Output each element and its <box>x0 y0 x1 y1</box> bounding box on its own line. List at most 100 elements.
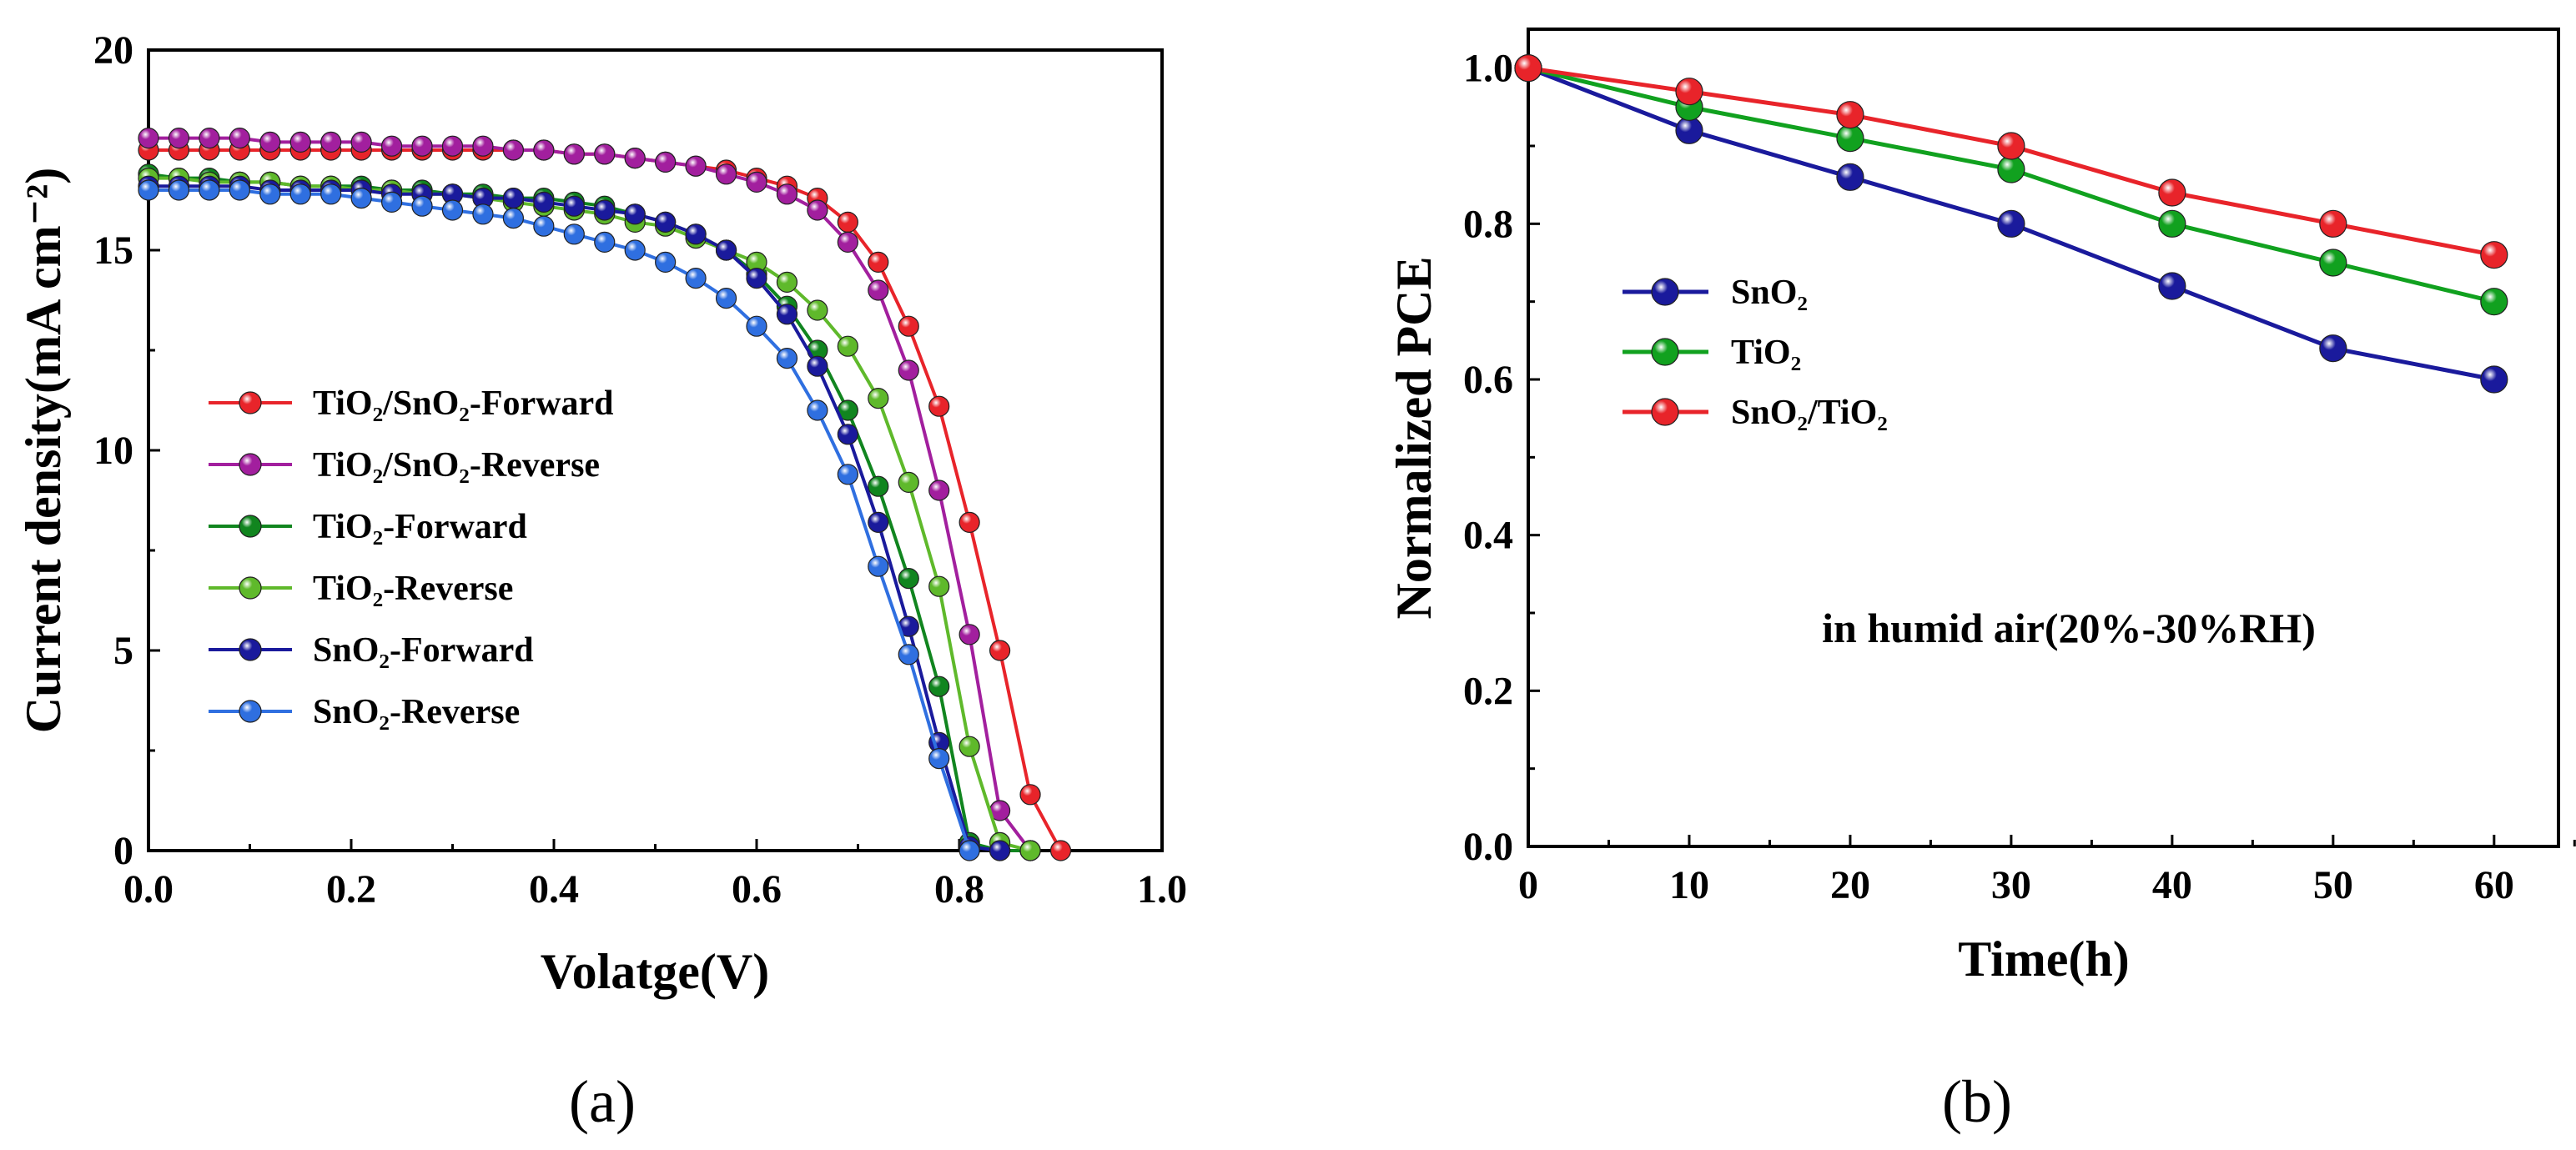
panel-b-series-group <box>1514 54 2508 394</box>
a-data-point <box>472 203 494 225</box>
a-data-point <box>837 424 858 445</box>
a-legend-label: TiO₂/SnO₂-Forward <box>313 384 613 423</box>
a-y-tick-label: 20 <box>93 28 133 73</box>
a-data-point <box>685 268 707 289</box>
a-legend-marker <box>239 453 262 476</box>
a-legend-item: TiO₂-Reverse <box>209 570 513 608</box>
a-data-point <box>928 747 950 770</box>
a-data-point <box>746 171 767 193</box>
a-x-tick-label: 0.8 <box>934 867 984 911</box>
a-data-point <box>776 183 798 205</box>
a-y-tick-label: 10 <box>93 429 133 473</box>
b-y-tick-label: 0.6 <box>1463 358 1513 402</box>
b-data-point <box>1514 54 1542 83</box>
a-data-point <box>350 188 372 209</box>
b-series-sno-tio <box>1514 54 2508 269</box>
a-data-point <box>533 139 555 161</box>
a-data-point <box>746 268 767 289</box>
b-x-tick-label: 40 <box>2152 863 2192 907</box>
b-data-point <box>1675 116 1703 144</box>
b-data-point <box>2158 209 2186 238</box>
a-data-point <box>563 223 585 245</box>
a-data-point <box>958 624 980 645</box>
b-y-tick-label: 0.2 <box>1463 669 1513 713</box>
b-x-tick-label: 50 <box>2313 863 2353 907</box>
b-legend-item: SnO₂ <box>1623 274 1808 312</box>
b-data-point <box>2480 365 2508 394</box>
a-data-point <box>958 840 980 861</box>
panel-b-plot-frame <box>1527 28 2560 848</box>
a-data-point <box>624 203 646 225</box>
panel-b-x-ticks: 0 10 20 30 40 50 60 <box>1518 835 2576 907</box>
a-data-point <box>655 211 677 233</box>
a-data-point <box>715 288 737 309</box>
a-data-point <box>776 271 798 293</box>
b-x-tick-label: 60 <box>2474 863 2514 907</box>
a-x-tick-label: 0.2 <box>326 867 376 911</box>
a-data-point <box>776 348 798 369</box>
a-data-point <box>807 299 828 321</box>
b-data-point <box>1997 209 2025 238</box>
a-data-point <box>381 191 403 213</box>
a-data-point <box>1049 840 1072 861</box>
a-legend-item: TiO₂/SnO₂-Forward <box>209 384 613 423</box>
a-data-point <box>563 195 585 217</box>
b-data-point <box>1997 155 2025 183</box>
b-y-tick-label: 1.0 <box>1463 47 1513 91</box>
a-legend-label: TiO₂-Reverse <box>313 570 513 608</box>
panel-a-y-axis-label: Current density(mA cm⁻²) <box>16 168 71 733</box>
a-data-point <box>138 179 159 201</box>
panel-b-annotation: in humid air(20%-30%RH) <box>1822 605 2316 651</box>
a-data-point <box>868 388 889 409</box>
b-legend-marker <box>1651 278 1679 306</box>
b-legend-marker <box>1651 338 1679 366</box>
b-x-tick-label: 20 <box>1830 863 1870 907</box>
a-legend-label: TiO₂/SnO₂-Reverse <box>313 446 600 485</box>
panel-a-plot-frame <box>147 48 1164 852</box>
panel-b-y-ticks: 0.0 0.2 0.4 0.6 0.8 1.0 <box>1463 47 1540 869</box>
a-data-point <box>776 304 798 325</box>
panel-a-x-ticks: 0.0 0.2 0.4 0.6 0.8 1.0 <box>123 839 1187 911</box>
panel-b-legend: SnO₂ TiO₂ SnO₂/TiO₂ <box>1623 274 1888 432</box>
b-data-point <box>2319 209 2347 238</box>
b-legend-item: TiO₂ <box>1623 334 1801 372</box>
a-legend-label: TiO₂-Forward <box>313 508 527 546</box>
a-data-point <box>289 183 311 205</box>
b-x-tick-label: 30 <box>1991 863 2031 907</box>
panel-b: 0.0 0.2 0.4 0.6 0.8 1.0 0 10 20 30 40 50 60 SnO₂ TiO… <box>1386 28 2576 1135</box>
b-data-point <box>2319 249 2347 277</box>
a-data-point <box>928 480 950 501</box>
a-data-point <box>958 736 980 757</box>
b-data-point <box>1997 132 2025 160</box>
a-data-point <box>1019 784 1041 806</box>
b-legend-label: SnO₂ <box>1731 274 1808 312</box>
a-legend-marker <box>239 576 262 600</box>
a-data-point <box>715 163 737 185</box>
a-x-tick-label: 0.4 <box>529 867 579 911</box>
a-series-line <box>148 148 1063 851</box>
panel-b-label: (b) <box>1942 1068 2012 1135</box>
a-data-point <box>685 223 707 245</box>
a-data-point <box>199 179 220 201</box>
b-series-tio <box>1514 54 2508 316</box>
a-data-point <box>594 143 616 165</box>
a-data-point <box>320 131 342 153</box>
a-series-line <box>148 176 1031 852</box>
a-legend-marker <box>239 391 262 414</box>
b-y-tick-label: 0.4 <box>1463 514 1513 558</box>
b-legend-item: SnO₂/TiO₂ <box>1623 394 1888 432</box>
a-data-point <box>138 128 159 149</box>
a-legend-marker <box>239 515 262 538</box>
a-data-point <box>472 135 494 157</box>
b-data-point <box>2480 288 2508 316</box>
a-data-point <box>928 675 950 697</box>
a-series-tio-reverse <box>138 168 1041 861</box>
a-legend-item: TiO₂-Forward <box>209 508 527 546</box>
a-legend-label: SnO₂-Forward <box>313 631 534 670</box>
a-data-point <box>868 511 889 534</box>
a-legend-label: SnO₂-Reverse <box>313 693 520 731</box>
a-x-tick-label: 0.0 <box>123 867 174 911</box>
a-series-sno-reverse <box>138 179 980 861</box>
a-data-point <box>746 315 767 337</box>
